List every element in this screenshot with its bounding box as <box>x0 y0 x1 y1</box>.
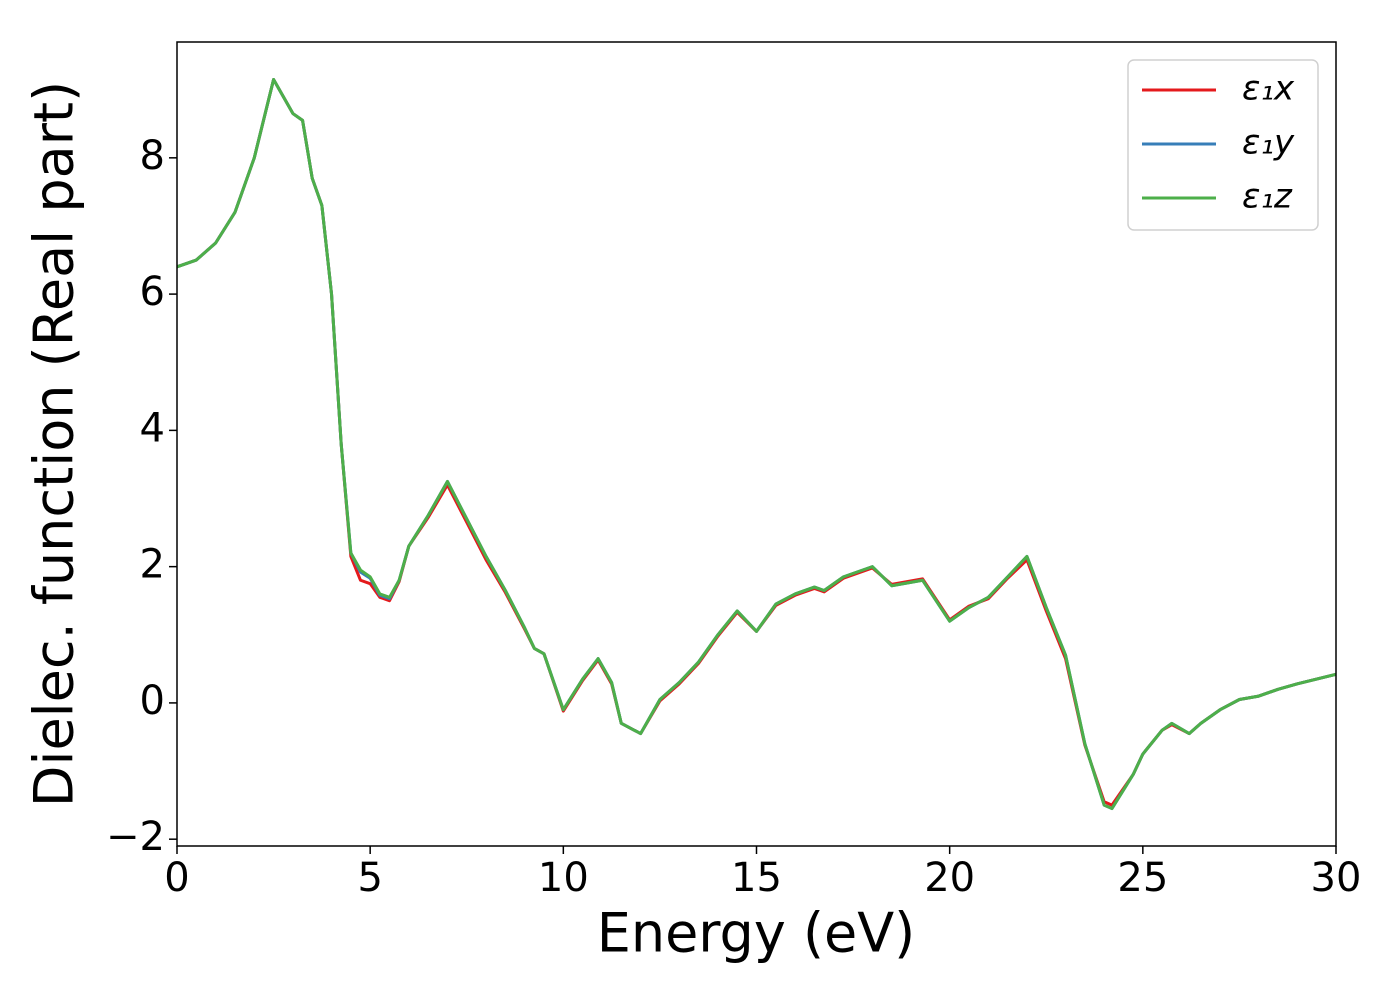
x-axis-label: Energy (eV) <box>597 902 916 965</box>
y-tick-label: −2 <box>106 814 165 860</box>
legend-label: ε₁x <box>1242 69 1295 109</box>
plot-frame <box>176 41 1337 847</box>
x-tick-label: 0 <box>164 855 189 901</box>
y-tick-label: 8 <box>140 133 165 179</box>
legend-label: ε₁y <box>1242 123 1295 163</box>
y-axis-label: Dielec. function (Real part) <box>23 81 86 807</box>
y-tick-label: 2 <box>140 542 165 588</box>
x-tick-label: 25 <box>1117 855 1168 901</box>
x-tick-label: 10 <box>538 855 589 901</box>
y-tick-label: 0 <box>140 678 165 724</box>
data-line <box>176 77 1337 811</box>
x-tick-label: 20 <box>924 855 975 901</box>
y-tick-label: 4 <box>140 405 165 451</box>
legend-box <box>1127 59 1319 231</box>
x-tick-label: 15 <box>731 855 782 901</box>
legend-label: ε₁z <box>1242 177 1293 217</box>
y-tick-label: 6 <box>140 269 165 315</box>
x-tick-label: 5 <box>357 855 382 901</box>
x-tick-label: 30 <box>1311 855 1362 901</box>
